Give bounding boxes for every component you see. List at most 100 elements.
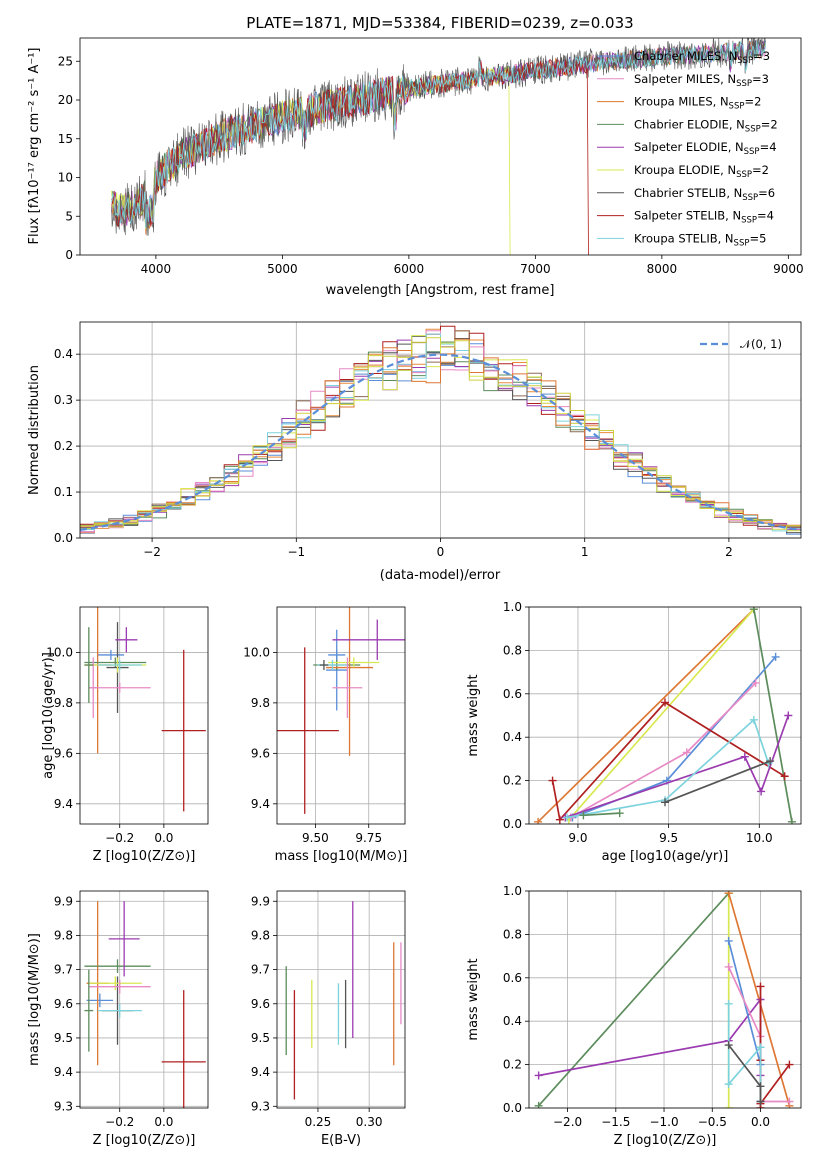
mass-vs-extinction-panel: 0.25 0.30 9.3 9.4 9.5 9.6 9.7 9.8 9.9 E(B-V) — [251, 890, 406, 1148]
plot-frame — [528, 606, 802, 825]
y-axis-label: mass weight — [466, 674, 481, 756]
x-axis-label: mass [log10(M/M⊙)] — [275, 849, 408, 864]
x-axis-label: Z [log10(Z/Z⊙)] — [93, 1133, 196, 1148]
data-point-marker — [534, 1101, 543, 1108]
y-tick-label: 0.2 — [503, 1058, 522, 1072]
plot-area — [111, 38, 766, 255]
mass-vs-metallicity-panel: −0.2 0.0 9.3 9.4 9.5 9.6 9.7 9.8 9.9 Z [log10(Z/Z… — [27, 890, 209, 1148]
y-tick-label: 0.2 — [54, 439, 73, 453]
data-point-marker — [756, 1082, 765, 1091]
spectrum-panel: PLATE=1871, MJD=53384, FIBERID=0239, z=0… — [27, 14, 804, 298]
y-tick-label: 9.8 — [54, 928, 73, 942]
residuals-xlabel: (data-model)/error — [380, 568, 501, 583]
spectrum-xlabel: wavelength [Angstrom, rest frame] — [326, 283, 555, 298]
weight-series-line — [664, 760, 771, 804]
legend-label: 𝒩(0, 1) — [740, 337, 782, 351]
data-point-marker — [785, 1097, 794, 1106]
x-tick-label: 2 — [725, 545, 733, 559]
y-tick-label: 25 — [58, 54, 73, 68]
data-point-marker — [534, 817, 543, 824]
data-point-marker — [563, 813, 572, 822]
data-point-marker — [724, 936, 733, 945]
data-point-marker — [784, 711, 793, 720]
y-tick-label: 0.0 — [503, 1101, 522, 1115]
y-tick-label: 0 — [65, 248, 73, 262]
weight-vs-age-panel: 9.0 9.5 10.0 0.0 0.2 0.4 0.6 0.8 1.0 age [log10(a… — [466, 600, 802, 864]
x-tick-label: 9.50 — [302, 831, 329, 845]
x-tick-label: −1.5 — [601, 1115, 630, 1129]
data-point-marker — [749, 715, 758, 724]
normal-reference-curve — [80, 353, 801, 531]
x-axis-label: Z [log10(Z/Z⊙)] — [93, 849, 196, 864]
plot-area — [84, 607, 206, 812]
data-point-marker — [785, 1060, 794, 1069]
y-tick-label: 9.8 — [251, 696, 270, 710]
y-tick-label: 1.0 — [503, 600, 522, 614]
weight-series-line — [538, 997, 762, 1077]
data-point-marker — [780, 772, 789, 781]
spectrum-title: PLATE=1871, MJD=53384, FIBERID=0239, z=0… — [246, 14, 633, 32]
plot-area — [84, 901, 206, 1108]
x-tick-label: −1 — [287, 545, 305, 559]
data-point-marker — [682, 748, 691, 757]
legend-label: Salpeter STELIB, NSSP=4 — [634, 209, 774, 226]
x-tick-label: 0 — [437, 545, 445, 559]
x-axis-label: E(B-V) — [321, 1133, 361, 1148]
legend-label: Chabrier MILES, NSSP=3 — [634, 49, 770, 66]
data-point-marker — [757, 787, 766, 796]
y-tick-label: 0.4 — [503, 1014, 522, 1028]
data-point-marker — [661, 698, 669, 707]
y-tick-label: 9.4 — [54, 1065, 73, 1079]
legend-label: Chabrier ELODIE, NSSP=2 — [634, 117, 778, 134]
data-point-marker — [579, 811, 588, 820]
x-tick-label: −0.2 — [105, 1115, 134, 1129]
legend-label: Chabrier STELIB, NSSP=6 — [634, 186, 775, 203]
data-point-marker — [771, 652, 780, 661]
weight-series-line — [583, 812, 620, 817]
x-tick-label: 9.75 — [355, 831, 382, 845]
y-tick-label: 0.6 — [503, 971, 522, 985]
legend-label: Kroupa ELODIE, NSSP=2 — [634, 163, 769, 180]
x-tick-label: 9.0 — [568, 831, 587, 845]
plot-frame — [79, 37, 802, 256]
x-tick-label: −0.5 — [698, 1115, 727, 1129]
data-point-marker — [749, 607, 758, 614]
plot-area — [534, 891, 794, 1108]
y-tick-label: 9.6 — [251, 746, 270, 760]
data-point-marker — [548, 776, 557, 785]
weight-series-line — [753, 609, 793, 822]
data-point-marker — [724, 962, 733, 971]
x-tick-label: 1 — [581, 545, 589, 559]
y-tick-label: 0.0 — [503, 817, 522, 831]
legend-label: Salpeter MILES, NSSP=3 — [634, 72, 769, 89]
y-tick-label: 9.6 — [251, 997, 270, 1011]
y-tick-label: 10 — [58, 171, 73, 185]
x-axis-label: Z [log10(Z/Z⊙)] — [614, 1133, 717, 1148]
x-tick-label: 7000 — [520, 262, 551, 276]
x-tick-label: 0.0 — [154, 1115, 173, 1129]
y-tick-label: 0.6 — [503, 687, 522, 701]
y-tick-label: 9.8 — [251, 928, 270, 942]
y-tick-label: 0.3 — [54, 393, 73, 407]
x-tick-label: 9000 — [773, 262, 804, 276]
x-tick-label: 0.25 — [305, 1115, 332, 1129]
residuals-ylabel: Normed distribution — [27, 365, 42, 495]
spectrum-series-line — [111, 40, 766, 229]
data-point-marker — [787, 817, 796, 824]
x-tick-label: 9.5 — [659, 831, 678, 845]
spectrum-ylabel: Flux [fλ10⁻¹⁷ erg cm⁻² s⁻¹ A⁻¹] — [27, 48, 42, 245]
plot-frame — [528, 890, 802, 1109]
legend-label: Kroupa MILES, NSSP=2 — [634, 95, 761, 112]
age-vs-metallicity-panel: −0.2 0.0 9.4 9.6 9.8 10.0 Z [log10(Z/Z⊙)] age [… — [41, 606, 209, 864]
data-point-marker — [534, 1071, 543, 1080]
y-tick-label: 0.8 — [503, 927, 522, 941]
data-point-marker — [766, 757, 775, 766]
weight-vs-metallicity-panel: −2.0 −1.5 −1.0 −0.5 0.0 0.0 0.2 0.4 0.6 0.8 1.0 Z [… — [466, 884, 802, 1148]
y-tick-label: 10.0 — [243, 645, 270, 659]
plot-area — [80, 325, 801, 535]
legend-label: Kroupa STELIB, NSSP=5 — [634, 231, 766, 248]
x-tick-label: 6000 — [394, 262, 425, 276]
age-vs-mass-panel: 9.50 9.75 9.4 9.6 9.8 10.0 mass [log10(M/M⊙)] — [243, 606, 408, 864]
data-point-marker — [756, 1043, 765, 1052]
plot-area — [277, 607, 405, 814]
